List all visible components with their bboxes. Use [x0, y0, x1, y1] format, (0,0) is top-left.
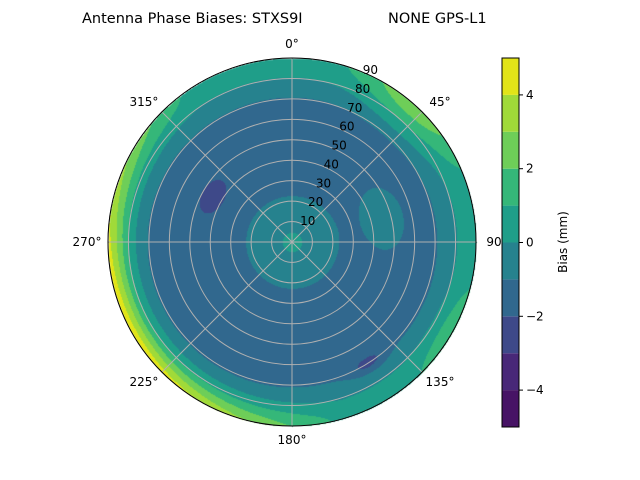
- theta-tick-label: 315°: [130, 95, 159, 109]
- chart-title-right: NONE GPS-L1: [388, 11, 487, 27]
- radial-tick-label: 40: [324, 157, 339, 171]
- colorbar-tick-label: 2: [526, 162, 534, 176]
- colorbar-band: [502, 58, 519, 95]
- radial-tick-label: 70: [347, 101, 362, 115]
- radial-tick-label: 10: [300, 214, 315, 228]
- colorbar-band: [502, 131, 519, 169]
- colorbar-band: [502, 390, 519, 427]
- colorbar-band: [502, 168, 519, 206]
- colorbar-band: [502, 94, 519, 132]
- radial-tick-label: 20: [308, 195, 323, 209]
- radial-tick-label: 80: [355, 82, 370, 96]
- colorbar-tick-label: 0: [526, 236, 534, 250]
- colorbar-tick-label: 4: [526, 88, 534, 102]
- colorbar-band: [502, 205, 519, 243]
- radial-tick-label: 50: [331, 139, 346, 153]
- theta-gridline: [161, 111, 423, 373]
- colorbar-band: [502, 242, 519, 280]
- colorbar-band: [502, 353, 519, 391]
- colorbar-tick-label: −4: [526, 383, 544, 397]
- polar-grid: [107, 57, 477, 427]
- theta-tick-label: 225°: [130, 375, 159, 389]
- radial-tick-label: 90: [363, 63, 378, 77]
- colorbar: −4 −2 0 2 4: [501, 57, 544, 428]
- chart-title-left: Antenna Phase Biases: STXS9I: [82, 11, 303, 27]
- radial-tick-labels: 10 20 30 40 50 60 70 80 90: [300, 63, 378, 228]
- colorbar-band: [502, 279, 519, 317]
- theta-tick-label: 180°: [278, 433, 307, 447]
- colorbar-band: [502, 316, 519, 354]
- theta-tick-label: 270°: [73, 235, 102, 249]
- theta-tick-label: 135°: [426, 375, 455, 389]
- theta-tick-label: 0°: [285, 37, 299, 51]
- colorbar-tick-label: −2: [526, 309, 544, 323]
- theta-tick-label: 45°: [429, 95, 450, 109]
- radial-tick-label: 30: [316, 176, 331, 190]
- colorbar-label: Bias (mm): [556, 211, 570, 273]
- polar-frame: [107, 57, 477, 427]
- radial-tick-label: 60: [339, 120, 354, 134]
